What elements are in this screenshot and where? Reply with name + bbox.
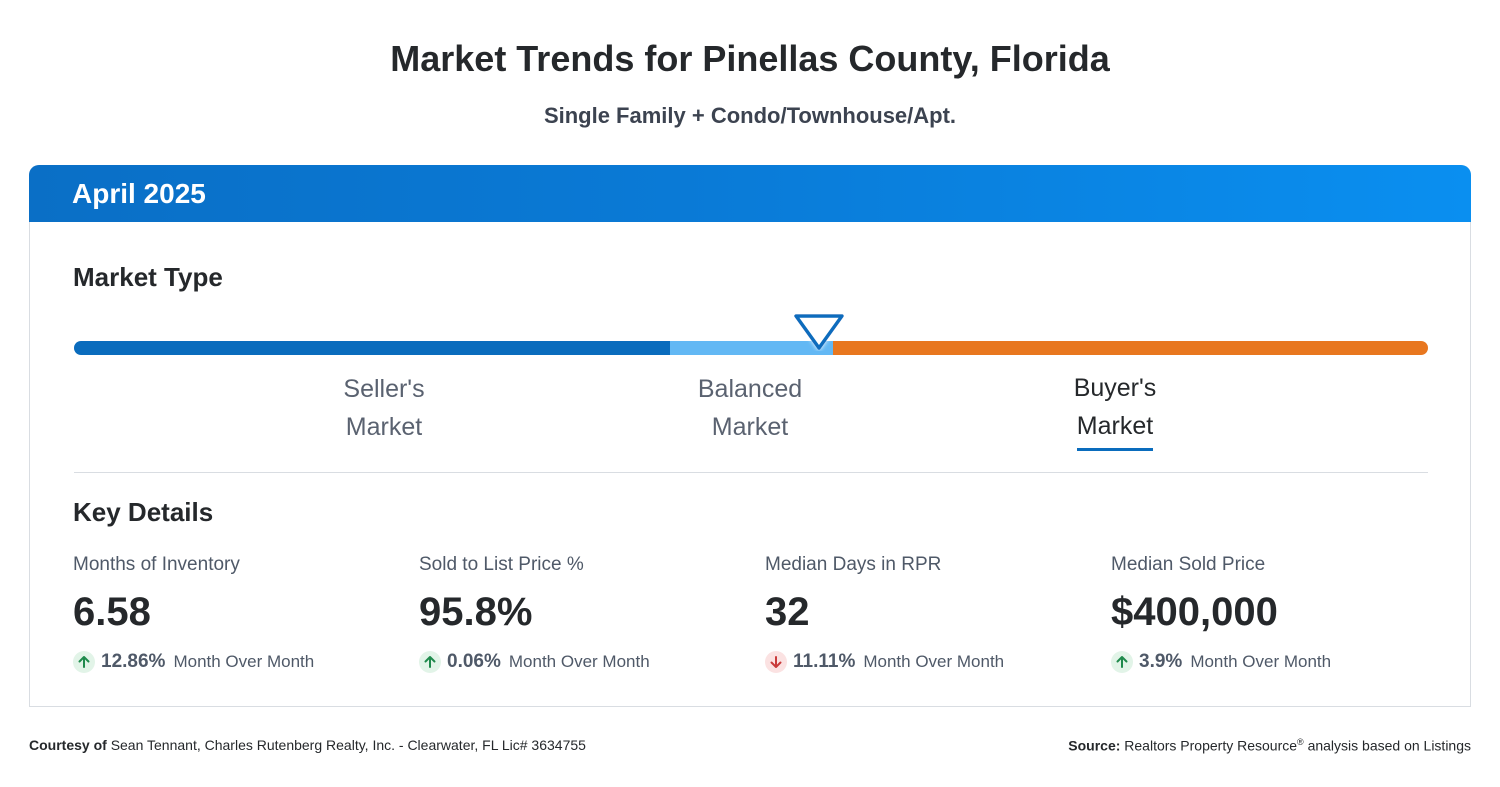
meter-segment-balanced xyxy=(670,341,833,355)
stat-change-period: Month Over Month xyxy=(1190,652,1332,671)
market-type-heading: Market Type xyxy=(73,262,223,292)
stat-median-sold-price: Median Sold Price $400,000 3.9% Month Ov… xyxy=(1111,554,1441,676)
market-label-seller: Seller's Market xyxy=(324,370,444,446)
market-label-buyer-line2: Market xyxy=(1076,412,1154,440)
market-label-balanced-line1: Balanced xyxy=(697,375,803,403)
market-label-buyer: Buyer's Market xyxy=(1065,369,1165,451)
market-label-seller-line2: Market xyxy=(345,413,423,441)
stat-label: Sold to List Price % xyxy=(419,554,584,575)
market-label-balanced-line2: Market xyxy=(711,413,789,441)
page-title: Market Trends for Pinellas County, Flori… xyxy=(390,38,1110,79)
stat-value: 95.8% xyxy=(419,590,533,634)
arrow-down-icon xyxy=(765,651,787,673)
market-label-buyer-line1: Buyer's xyxy=(1073,374,1157,402)
stat-change-period: Month Over Month xyxy=(173,652,315,671)
triangle-pointer-icon xyxy=(794,314,844,350)
stat-value: 32 xyxy=(765,590,810,634)
footer-source: Source: Realtors Property Resource® anal… xyxy=(1068,737,1471,754)
courtesy-text: Sean Tennant, Charles Rutenberg Realty, … xyxy=(110,737,586,753)
courtesy-label: Courtesy of xyxy=(29,737,107,753)
stat-median-days-in-rpr: Median Days in RPR 32 11.11% Month Over … xyxy=(765,554,1095,676)
section-divider xyxy=(74,472,1428,473)
active-market-underline xyxy=(1076,448,1154,451)
card-header: April 2025 xyxy=(29,165,1471,222)
meter-segment-buyer xyxy=(833,341,1428,355)
stat-change-percent: 11.11% xyxy=(793,651,856,672)
stat-change: 11.11% Month Over Month xyxy=(765,648,1095,676)
stat-change-period: Month Over Month xyxy=(863,652,1005,671)
meter-segment-seller xyxy=(74,341,670,355)
source-text-part1: Realtors Property Resource xyxy=(1124,737,1298,754)
stat-change-percent: 3.9% xyxy=(1139,651,1183,672)
key-details-heading: Key Details xyxy=(73,497,214,527)
stat-value: $400,000 xyxy=(1111,590,1278,634)
market-label-balanced: Balanced Market xyxy=(680,370,820,446)
registered-mark: ® xyxy=(1297,737,1304,747)
footer-courtesy: Courtesy of Sean Tennant, Charles Rutenb… xyxy=(29,737,586,753)
stat-label: Median Sold Price xyxy=(1111,554,1266,575)
source-text-part2: analysis based on Listings xyxy=(1307,737,1471,754)
stat-change-percent: 12.86% xyxy=(101,651,166,672)
market-type-meter xyxy=(74,341,1428,355)
market-label-seller-line1: Seller's xyxy=(343,375,425,403)
stat-label: Median Days in RPR xyxy=(765,554,942,575)
stat-months-of-inventory: Months of Inventory 6.58 12.86% Month Ov… xyxy=(73,554,403,676)
page-subtitle: Single Family + Condo/Townhouse/Apt. xyxy=(543,103,957,128)
stat-sold-to-list-price: Sold to List Price % 95.8% 0.06% Month O… xyxy=(419,554,749,676)
stat-change: 3.9% Month Over Month xyxy=(1111,648,1441,676)
stat-change: 12.86% Month Over Month xyxy=(73,648,403,676)
stat-change-period: Month Over Month xyxy=(508,652,650,671)
arrow-up-icon xyxy=(419,651,441,673)
market-card: April 2025 Market Type Seller's Market B… xyxy=(29,165,1471,707)
arrow-up-icon xyxy=(73,651,95,673)
stat-value: 6.58 xyxy=(73,590,151,634)
stat-change-percent: 0.06% xyxy=(447,651,501,672)
stat-label: Months of Inventory xyxy=(73,554,240,575)
arrow-up-icon xyxy=(1111,651,1133,673)
source-label: Source: xyxy=(1068,737,1121,754)
period-label: April 2025 xyxy=(72,178,206,209)
stat-change: 0.06% Month Over Month xyxy=(419,648,749,676)
